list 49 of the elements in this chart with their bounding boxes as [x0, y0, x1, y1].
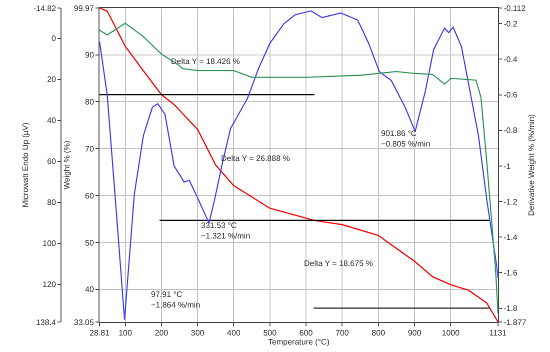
x-tick-label: 500: [263, 328, 278, 338]
y2-axis-title: Derivative Weight % (%/min): [526, 114, 536, 216]
y3-tick-label: 80: [47, 198, 57, 208]
x-axis-title: Temperature (°C): [268, 338, 330, 347]
y2-tick-label: -0.6: [504, 90, 518, 100]
y3-tick-label: 138.4: [36, 318, 57, 327]
y2-tick-label: -1.4: [504, 232, 518, 242]
y2-tick-label: -1.8: [504, 304, 518, 314]
y-tick-label: 80: [85, 98, 94, 106]
x-tick-label: 300: [190, 328, 205, 338]
x-tick-label: 1131: [489, 328, 508, 338]
x-tick-label: 200: [154, 328, 169, 338]
y3-tick-label: 40: [47, 116, 57, 126]
x-tick-label: 700: [336, 328, 350, 338]
y-tick-label: 90: [85, 50, 94, 60]
annotation: Delta Y = 18.426 %: [171, 57, 240, 66]
y2-tick-label: -0.8: [504, 126, 518, 136]
x-tick-label: 1000: [442, 328, 460, 338]
y-axis-title: Weight % (%): [62, 140, 72, 190]
x-tick-label: 600: [299, 328, 314, 338]
y-tick-label: 60: [85, 191, 94, 200]
y2-tick-label: -0.112: [504, 4, 526, 13]
y3-tick-label: -14.82: [33, 4, 57, 13]
y2-tick-label: -0.2: [504, 19, 518, 28]
annotation: Delta Y = 18.675 %: [304, 259, 373, 268]
y2-tick-label: -1.2: [504, 197, 518, 206]
y-tick-label: 50: [85, 238, 94, 248]
y3-tick-label: 120: [42, 280, 57, 290]
x-tick-label: 28.81: [90, 328, 110, 338]
x-tick-label: 100: [118, 328, 132, 338]
x-tick-label: 800: [372, 328, 386, 338]
x-tick-label: 900: [408, 328, 422, 338]
y2-tick-label: -1.6: [504, 268, 518, 278]
y3-tick-label: 100: [42, 239, 57, 248]
annotation: 97.91 °C −1.864 %/min: [151, 290, 200, 310]
y3-tick-label: 60: [47, 157, 57, 166]
y2-tick-label: -0.4: [504, 55, 518, 64]
y2-tick-label: -1: [504, 162, 512, 171]
y-tick-label: 99.97: [74, 4, 94, 13]
y-tick-label: 33.05: [74, 318, 94, 327]
y-tick-label: 70: [85, 144, 94, 154]
y-tick-label: 40: [85, 285, 94, 294]
y3-tick-label: 20: [47, 75, 57, 84]
annotation: 901.86 °C −0.805 %/min: [381, 129, 430, 148]
annotation: 331.53 °C −1.321 %/min: [201, 221, 250, 240]
x-tick-label: 400: [227, 328, 241, 338]
y3-tick-label: 0: [52, 34, 57, 44]
y2-tick-label: -1.877: [504, 318, 527, 327]
y3-axis-title: Microwatt Endo Up (µV): [21, 122, 30, 208]
